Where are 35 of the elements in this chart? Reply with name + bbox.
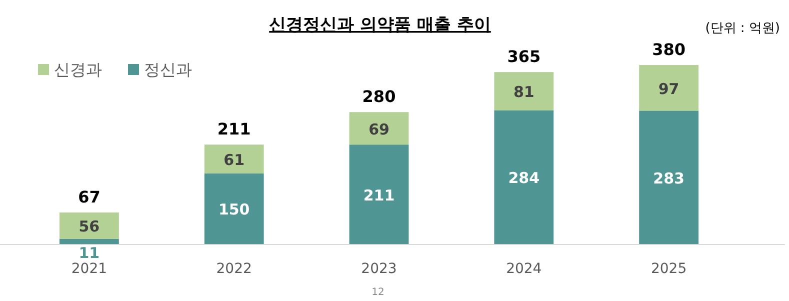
total-label: 365 [507,47,541,66]
data-label: 284 [508,169,540,188]
bar [639,65,699,111]
chart-title: 신경정신과 의약품 매출 추이 [269,15,491,35]
bar [59,238,119,244]
data-label: 97 [658,80,680,98]
data-label: 283 [653,169,684,188]
total-label: 380 [652,40,686,59]
x-tick-label: 2025 [650,261,687,277]
data-label: 56 [78,218,100,236]
bar [349,112,409,145]
bar [494,72,554,110]
text: 12 [372,287,384,298]
x-tick-label: 2022 [216,261,252,277]
bar [349,144,409,244]
data-label: 69 [368,120,390,138]
x-tick-label: 2023 [361,261,397,277]
bar [204,144,264,174]
x-tick-label: 2021 [71,261,108,277]
data-label: 150 [218,200,250,219]
total-label: 280 [362,87,396,106]
total-label: 67 [78,187,100,206]
x-tick-label: 2024 [506,261,542,277]
bar [494,110,554,244]
legend-label: 신경과 [54,60,102,79]
text: (단위 : 억원) [705,21,780,36]
bar [204,173,264,244]
bar [59,212,119,239]
data-label: 211 [363,186,395,204]
total-label: 211 [217,120,251,139]
legend-label: 정신과 [144,60,192,79]
data-label: 61 [224,150,245,169]
bar [639,110,699,244]
data-label: 11 [78,244,100,262]
data-label: 81 [513,83,534,102]
